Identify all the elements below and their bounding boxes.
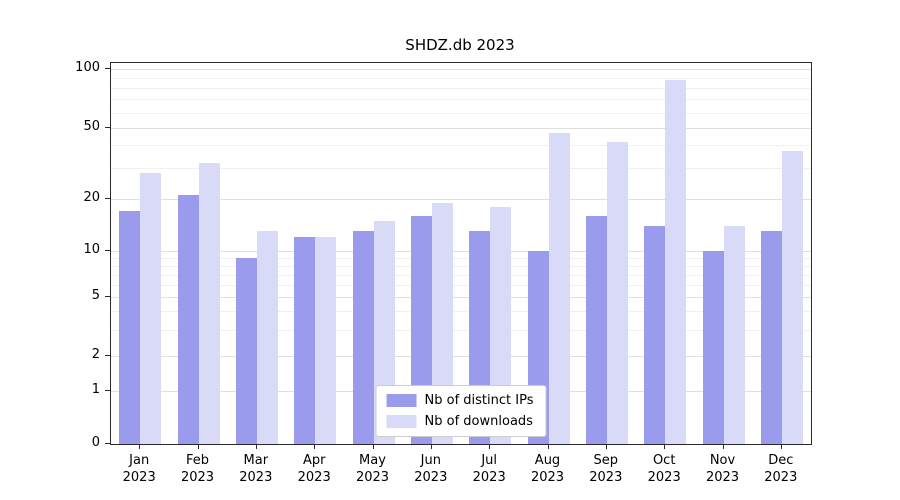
y-tick-mark [105,355,110,356]
major-gridline [111,128,811,129]
bar-downloads-dec [781,151,803,444]
x-tick-label: May 2023 [355,453,390,485]
bar-downloads-sep [606,141,628,444]
bar-downloads-mar [256,231,278,444]
y-tick-label: 2 [91,347,100,362]
legend-swatch-distinct-ips [386,394,417,407]
bar-downloads-apr [315,237,337,444]
y-tick-mark [105,390,110,391]
x-tick-mark [547,444,549,449]
bar-distinct-ips-feb [177,195,199,444]
x-tick-label: Aug 2023 [530,453,565,485]
legend-item-downloads: Nb of downloads [386,414,534,429]
y-tick-label: 20 [83,190,100,205]
x-tick-mark [197,444,199,449]
x-tick-mark [255,444,257,449]
x-tick-mark [605,444,607,449]
legend-swatch-downloads [386,415,417,428]
y-tick-mark [105,68,110,69]
x-tick-mark [664,444,666,449]
bar-distinct-ips-nov [702,250,724,444]
y-tick-label: 0 [91,435,100,450]
x-tick-mark [139,444,141,449]
y-tick-mark [105,198,110,199]
bar-distinct-ips-apr [294,237,316,444]
legend-label-downloads: Nb of downloads [424,414,533,429]
x-tick-mark [489,444,491,449]
x-tick-label: Jan 2023 [122,453,156,485]
y-tick-mark [105,295,110,297]
y-tick-label: 1 [91,382,100,397]
x-tick-mark [722,444,724,449]
bar-distinct-ips-dec [760,231,782,444]
minor-gridline [111,112,811,114]
bar-downloads-aug [548,132,570,444]
minor-gridline [111,99,811,101]
x-tick-label: Jun 2023 [414,453,448,485]
x-tick-label: Dec 2023 [764,453,798,485]
x-tick-label: Sep 2023 [589,453,623,485]
y-tick-label: 5 [91,287,100,303]
legend-label-distinct-ips: Nb of distinct IPs [424,393,534,408]
minor-gridline [111,145,811,147]
y-tick-label: 10 [83,241,100,257]
bar-distinct-ips-oct [644,225,666,444]
x-tick-mark [780,444,782,449]
y-tick-label: 100 [75,60,100,75]
x-tick-label: Nov 2023 [705,453,740,485]
x-tick-label: Apr 2023 [297,453,331,485]
x-tick-mark [314,444,316,449]
x-tick-label: Mar 2023 [239,453,273,485]
bar-distinct-ips-jan [119,211,141,444]
y-tick-mark [105,443,110,444]
bar-distinct-ips-mar [235,257,257,444]
bar-distinct-ips-sep [585,215,607,444]
y-tick-mark [105,249,110,251]
bar-downloads-feb [198,162,220,444]
bar-distinct-ips-may [352,231,374,444]
x-tick-label: Oct 2023 [647,453,681,485]
x-tick-label: Feb 2023 [180,453,215,485]
plot-area: Nb of distinct IPs Nb of downloads [110,62,812,445]
bar-downloads-jan [140,172,162,444]
major-gridline [111,69,811,70]
chart-title: SHDZ.db 2023 [405,36,515,54]
legend-item-distinct-ips: Nb of distinct IPs [386,393,534,408]
legend: Nb of distinct IPs Nb of downloads [375,385,547,437]
x-tick-mark [372,444,374,449]
y-tick-mark [105,127,110,128]
x-tick-label: Jul 2023 [472,453,506,485]
minor-gridline [111,88,811,89]
y-tick-label: 50 [83,119,100,134]
bar-downloads-oct [665,79,687,444]
bar-downloads-nov [723,225,745,444]
minor-gridline [111,78,811,79]
x-tick-mark [430,444,432,449]
bar-downloads-jun [431,202,453,444]
